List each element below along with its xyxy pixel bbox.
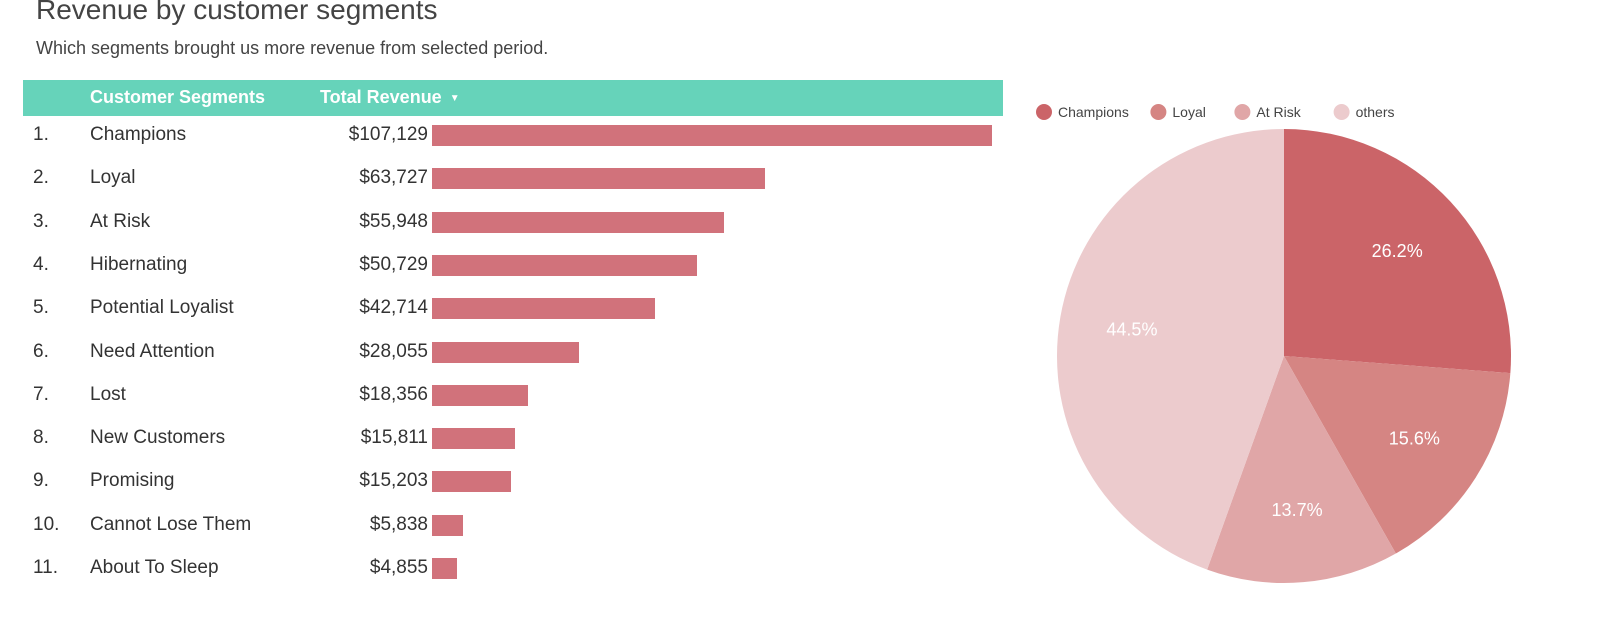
row-revenue: $18,356 [359,383,428,405]
row-segment: At Risk [90,210,151,232]
row-rank: 7. [33,383,49,405]
legend-item[interactable]: At Risk [1234,104,1302,120]
row-rank: 9. [33,470,49,492]
row-revenue: $15,811 [360,427,428,449]
row-rank: 3. [33,210,49,232]
legend-item[interactable]: others [1333,104,1395,120]
row-segment: Hibernating [90,253,188,275]
legend-swatch [1036,104,1052,120]
revenue-bar [432,298,656,320]
row-revenue: $107,129 [348,124,428,145]
row-segment: Promising [90,470,175,492]
row-segment: Loyal [90,167,136,189]
row-segment: New Customers [90,427,226,449]
legend-label: others [1356,104,1395,120]
row-rank: 11. [33,557,59,578]
revenue-bar [432,211,725,233]
row-segment: Need Attention [90,340,215,362]
revenue-bar [432,471,512,493]
row-segment: Potential Loyalist [90,297,234,319]
row-rank: 8. [33,427,49,449]
table-row[interactable]: 1. Champions $107,129 [0,116,1010,156]
pie-data-label: 44.5% [1106,319,1157,339]
row-rank: 2. [33,167,49,189]
column-header-revenue[interactable]: Total Revenue ▼ [320,87,460,108]
row-revenue: $4,855 [369,557,428,578]
table-row[interactable]: 7. Lost $18,356 [0,376,1010,416]
revenue-bar [432,384,528,406]
page-title: Revenue by customer segments [36,0,438,25]
row-rank: 10. [33,513,60,535]
table-row[interactable]: 8. New Customers $15,811 [0,419,1010,459]
pie-slice[interactable] [1207,356,1396,583]
legend-label: At Risk [1256,104,1301,120]
table-row[interactable]: 5. Potential Loyalist $42,714 [0,289,1010,329]
column-header-revenue-label: Total Revenue [320,87,442,107]
pie-slice[interactable] [1057,129,1284,570]
revenue-pie-chart: Champions Loyal At Risk others 26.2% 15.6% 13.… [1036,104,1511,583]
revenue-bar [432,514,463,536]
table-row[interactable]: 11. About To Sleep $4,855 [0,549,1010,589]
row-revenue: $28,055 [359,340,428,362]
row-segment: About To Sleep [90,557,219,578]
revenue-bar [432,341,579,363]
row-rank: 5. [33,297,49,319]
row-revenue: $63,727 [359,167,428,189]
row-revenue: $15,203 [359,470,428,492]
table-row[interactable]: 9. Promising $15,203 [0,462,1010,502]
legend-label: Champions [1058,104,1129,120]
sort-desc-icon[interactable]: ▼ [449,92,460,104]
row-revenue: $5,838 [369,513,428,535]
row-segment: Lost [90,383,126,405]
row-revenue: $50,729 [359,253,428,275]
row-segment: Cannot Lose Them [90,513,252,535]
legend-swatch [1333,104,1350,120]
legend-label: Loyal [1172,104,1205,120]
table-row[interactable]: 2. Loyal $63,727 [0,159,1010,199]
pie-data-label: 15.6% [1389,429,1440,449]
revenue-bar [432,125,992,146]
row-rank: 4. [33,253,49,275]
row-segment: Champions [90,124,187,145]
legend-item[interactable]: Champions [1036,104,1129,120]
column-header-segments[interactable]: Customer Segments [90,87,266,107]
legend-swatch [1234,104,1251,120]
table-row[interactable]: 4. Hibernating $50,729 [0,246,1010,286]
revenue-bar [432,558,458,579]
page-subtitle: Which segments brought us more revenue f… [36,38,549,58]
row-revenue: $55,948 [359,210,428,232]
table-header: Customer Segments Total Revenue ▼ [23,80,1003,116]
table-row[interactable]: 10. Cannot Lose Them $5,838 [0,506,1010,546]
revenue-bar [432,254,698,276]
legend-item[interactable]: Loyal [1150,104,1206,120]
table-row[interactable]: 3. At Risk $55,948 [0,203,1010,243]
pie-data-label: 13.7% [1272,500,1323,520]
table-row[interactable]: 6. Need Attention $28,055 [0,333,1010,373]
pie-slice[interactable] [1284,129,1511,374]
row-rank: 1. [33,124,49,145]
pie-data-label: 26.2% [1372,241,1423,261]
revenue-bar [432,168,766,190]
revenue-bar [432,428,515,450]
row-rank: 6. [33,340,49,362]
legend-swatch [1150,104,1167,120]
row-revenue: $42,714 [359,297,428,319]
pie-slice[interactable] [1284,356,1511,554]
